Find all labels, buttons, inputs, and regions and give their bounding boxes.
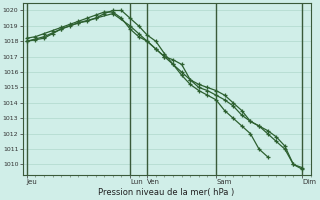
X-axis label: Pression niveau de la mer( hPa ): Pression niveau de la mer( hPa ): [99, 188, 235, 197]
